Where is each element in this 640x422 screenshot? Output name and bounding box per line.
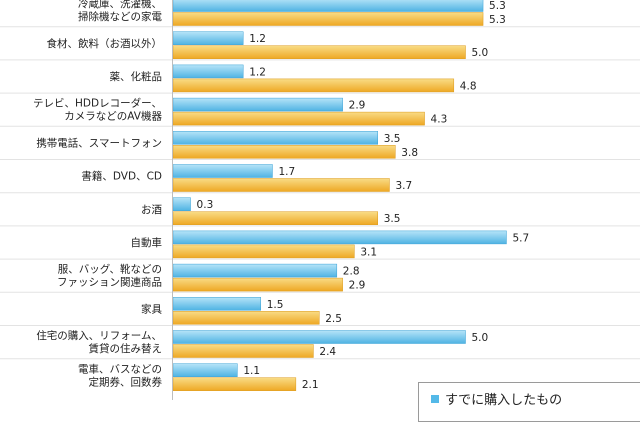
- legend-swatch-purchased: [431, 395, 439, 403]
- bar-series-2: [172, 111, 425, 126]
- category-label: 冷蔵庫、洗濯機、: [78, 0, 162, 10]
- bars: [172, 0, 507, 391]
- data-label: 4.3: [431, 114, 448, 126]
- category-label: 賃貸の住み替え: [89, 342, 163, 355]
- data-label: 4.8: [460, 80, 477, 92]
- bar-purchased: [172, 263, 338, 278]
- row-separators: [0, 26, 640, 360]
- bar-purchased: [172, 297, 261, 311]
- bar-purchased: [172, 131, 378, 145]
- category-label: 住宅の購入、リフォーム、: [36, 329, 162, 342]
- category-label: 家具: [141, 302, 162, 315]
- bar-purchased: [172, 0, 484, 12]
- data-label: 1.5: [267, 299, 284, 311]
- data-label: 2.5: [325, 313, 342, 325]
- data-label: 2.9: [349, 280, 366, 292]
- data-label: 3.7: [395, 180, 412, 192]
- bar-series-2: [172, 311, 320, 325]
- data-label: 1.2: [249, 33, 266, 45]
- data-label: 0.3: [197, 199, 214, 211]
- category-label: テレビ、HDDレコーダー、: [33, 97, 162, 110]
- category-label: 定期券、回数券: [89, 375, 163, 388]
- category-label: 書籍、DVD、CD: [81, 170, 162, 183]
- bar-purchased: [172, 363, 238, 377]
- bar-series-2: [172, 45, 466, 59]
- bar-purchased: [172, 31, 244, 45]
- data-label: 5.0: [472, 332, 489, 344]
- category-label: 食材、飲料（お酒以外）: [47, 37, 163, 50]
- bar-series-2: [172, 78, 455, 93]
- data-label: 5.3: [489, 0, 506, 12]
- value-labels: 5.35.31.25.01.24.82.94.33.53.81.73.70.33…: [197, 0, 530, 391]
- bar-purchased: [172, 97, 343, 112]
- bar-series-2: [172, 211, 378, 225]
- category-label: ファッション関連商品: [57, 276, 162, 289]
- bar-series-2: [172, 377, 297, 391]
- bar-purchased: [172, 197, 191, 211]
- category-label: 薬、化粧品: [110, 70, 163, 83]
- bar-series-2: [172, 344, 314, 358]
- data-label: 3.5: [384, 133, 401, 145]
- bar-purchased: [172, 230, 507, 245]
- data-label: 1.2: [249, 66, 266, 78]
- bar-series-2: [172, 178, 390, 192]
- data-label: 5.3: [489, 14, 506, 26]
- bar-series-2: [172, 277, 343, 292]
- data-label: 2.1: [302, 379, 319, 391]
- category-label: お酒: [141, 203, 162, 216]
- data-label: 2.8: [343, 266, 360, 278]
- data-label: 3.8: [401, 147, 418, 159]
- data-label: 1.7: [278, 166, 295, 178]
- bar-purchased: [172, 330, 466, 344]
- legend: すでに購入したもの: [418, 382, 640, 422]
- data-label: 3.5: [384, 213, 401, 225]
- category-label: 掃除機などの家電: [78, 10, 162, 23]
- legend-label-purchased: すでに購入したもの: [445, 393, 563, 408]
- bar-series-2: [172, 145, 396, 159]
- bar-purchased: [172, 64, 244, 79]
- category-label: 自動車: [131, 236, 163, 249]
- bar-purchased: [172, 164, 273, 178]
- data-label: 3.1: [360, 246, 377, 258]
- data-label: 2.9: [349, 100, 366, 112]
- bar-series-2: [172, 244, 355, 259]
- category-label: 携帯電話、スマートフォン: [36, 136, 162, 149]
- data-label: 5.0: [472, 47, 489, 59]
- category-label: 電車、バスなどの: [78, 362, 162, 375]
- category-label: カメラなどのAV機器: [64, 110, 162, 123]
- category-label: 服、バッグ、靴などの: [58, 263, 162, 276]
- data-label: 5.7: [512, 232, 529, 244]
- bar-series-2: [172, 12, 484, 26]
- data-label: 1.1: [243, 365, 260, 377]
- data-label: 2.4: [319, 346, 336, 358]
